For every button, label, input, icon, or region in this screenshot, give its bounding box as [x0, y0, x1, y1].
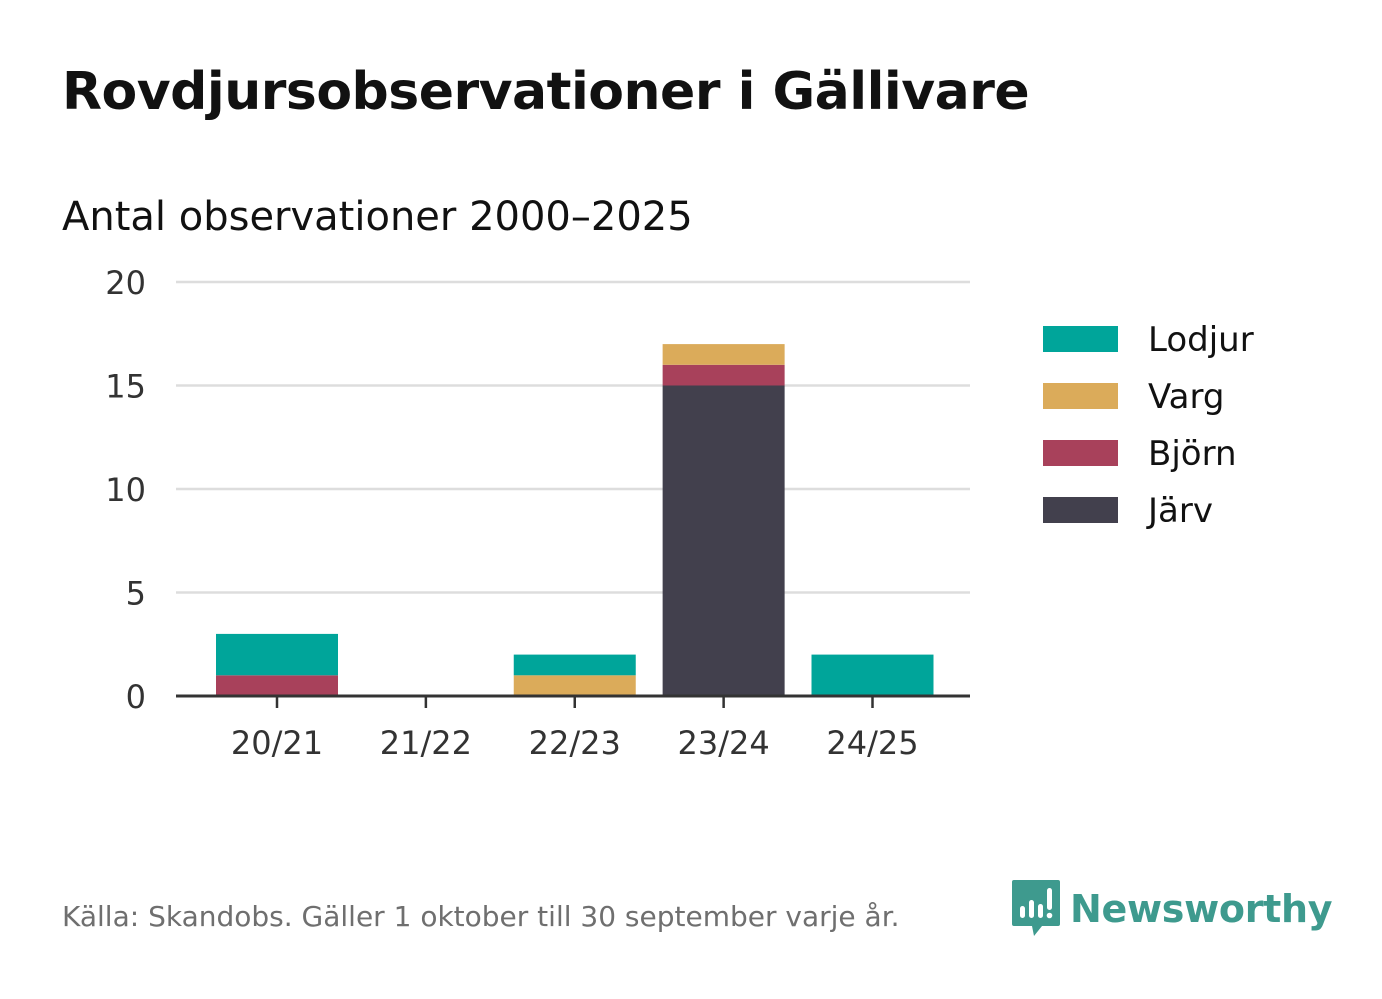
bar-lodjur-20-21 [216, 633, 338, 676]
bar-lodjur-24-25 [811, 654, 934, 696]
legend-label-björn: Björn [1148, 434, 1237, 474]
bar-björn-23-24 [662, 364, 785, 386]
y-tick-label: 15 [105, 368, 146, 406]
x-tick-label: 22/23 [529, 724, 621, 762]
y-tick-label: 5 [126, 575, 146, 613]
bar-björn-20-21 [216, 675, 338, 696]
chart-subtitle: Antal observationer 2000–2025 [62, 194, 693, 240]
chart-title: Rovdjursobservationer i Gällivare [62, 62, 1030, 122]
legend-swatch-björn [1043, 440, 1118, 466]
y-tick-label: 0 [126, 678, 146, 716]
bar-varg-23-24 [662, 344, 785, 365]
x-tick-label: 20/21 [231, 724, 323, 762]
x-tick-label: 24/25 [826, 724, 918, 762]
brand-name: Newsworthy [1070, 887, 1333, 931]
y-axis: 0 5 10 15 20 [105, 264, 146, 716]
grid-lines [176, 280, 970, 594]
bar-chart-speech-bubble-icon [1012, 880, 1060, 936]
bar-lodjur-22-23 [513, 654, 636, 676]
legend-swatch-järv [1043, 497, 1118, 523]
legend-swatch-varg [1043, 383, 1118, 409]
y-tick-label: 10 [105, 471, 146, 509]
x-tick-label: 23/24 [678, 724, 770, 762]
brand: Newsworthy [1010, 878, 1333, 940]
bars [216, 344, 934, 696]
legend: Lodjur Varg Björn Järv [1043, 320, 1254, 531]
bar-varg-22-23 [513, 675, 636, 696]
legend-label-lodjur: Lodjur [1148, 320, 1254, 360]
x-tick-labels: 20/21 21/22 22/23 23/24 24/25 [231, 724, 919, 762]
legend-swatch-lodjur [1043, 326, 1118, 352]
legend-label-järv: Järv [1146, 491, 1213, 531]
x-tick-label: 21/22 [380, 724, 472, 762]
source-note: Källa: Skandobs. Gäller 1 oktober till 3… [62, 900, 900, 933]
bar-järv-23-24 [662, 385, 785, 696]
legend-label-varg: Varg [1148, 377, 1224, 417]
x-axis [176, 694, 970, 708]
y-tick-label: 20 [105, 264, 146, 302]
